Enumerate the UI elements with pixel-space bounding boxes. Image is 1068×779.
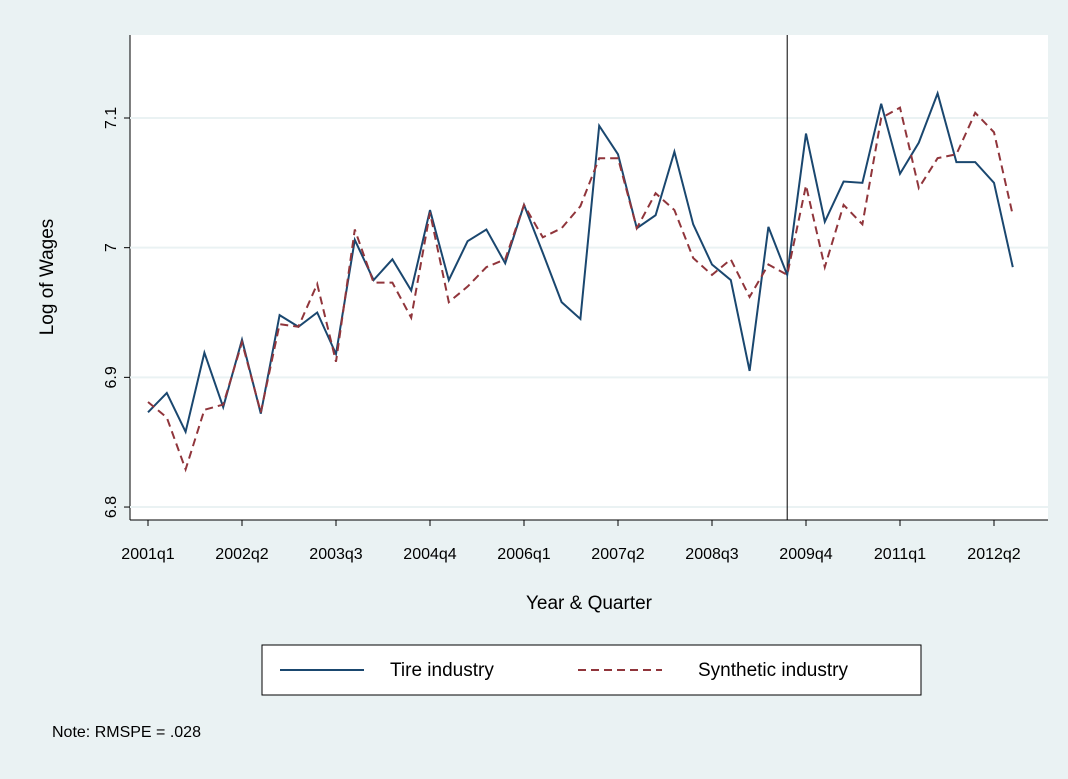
y-tick-label: 7 — [103, 243, 120, 252]
legend-label: Synthetic industry — [698, 660, 848, 681]
x-tick-label: 2001q1 — [121, 546, 174, 563]
x-tick-label: 2006q1 — [497, 546, 550, 563]
x-tick-label: 2008q3 — [685, 546, 738, 563]
x-tick-label: 2003q3 — [309, 546, 362, 563]
y-tick-label: 7.1 — [103, 107, 120, 129]
note: Note: RMSPE = .028 — [52, 724, 201, 741]
x-tick-label: 2011q1 — [874, 546, 926, 563]
y-tick-label: 6.9 — [103, 366, 120, 388]
series-line — [147, 106, 1014, 473]
y-tick-label: 6.8 — [103, 496, 120, 518]
x-tick-label: 2012q2 — [967, 546, 1020, 563]
x-tick-label: 2007q2 — [591, 546, 644, 563]
x-tick-label: 2002q2 — [215, 546, 268, 563]
plot-area — [130, 35, 1048, 520]
y-axis-title: Log of Wages — [37, 219, 58, 336]
legend-label: Tire industry — [390, 660, 494, 681]
x-axis-title: Year & Quarter — [526, 593, 653, 614]
x-tick-label: 2009q4 — [779, 546, 832, 563]
x-tick-label: 2004q4 — [403, 546, 456, 563]
series-line — [147, 90, 1014, 435]
